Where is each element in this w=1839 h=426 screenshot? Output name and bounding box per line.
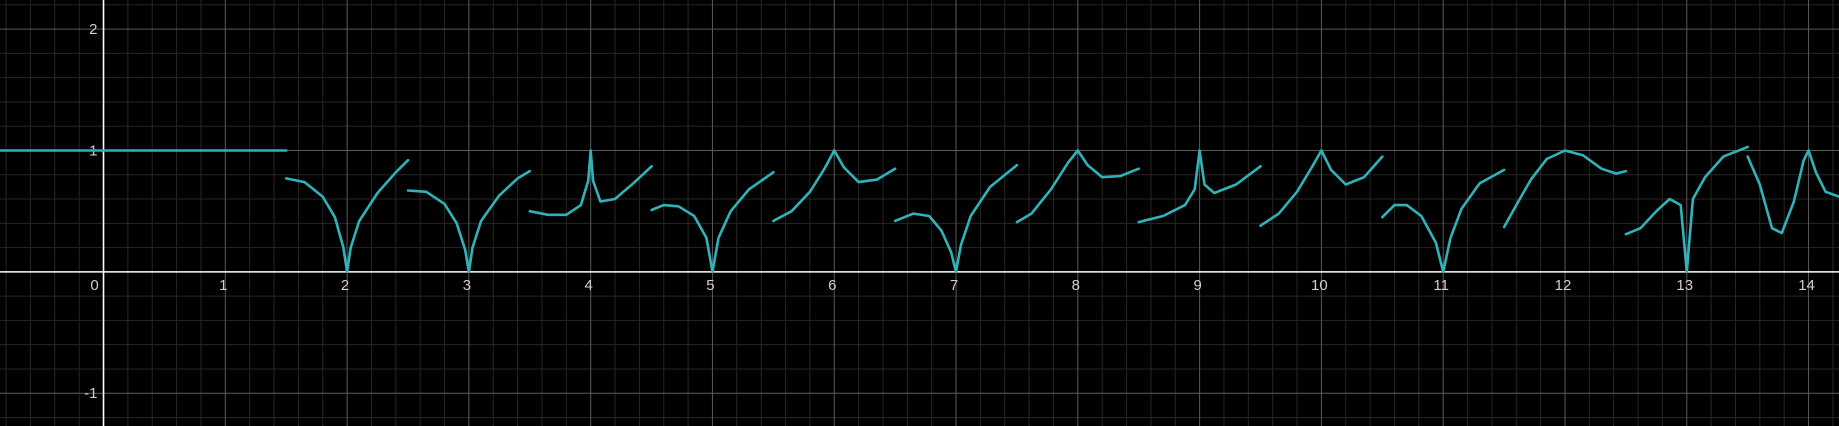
curve-segment xyxy=(1502,149,1628,229)
x-tick-label: 4 xyxy=(585,277,593,294)
curve-segment xyxy=(528,149,653,217)
curve-segment xyxy=(1624,145,1749,274)
curve-segment xyxy=(1259,149,1384,227)
curve-segment xyxy=(1381,168,1506,274)
x-tick-label: 0 xyxy=(90,277,98,294)
plotted-curve xyxy=(0,145,1839,274)
x-tick-label: 3 xyxy=(463,277,471,294)
curve-segment xyxy=(650,171,775,274)
x-tick-label: 11 xyxy=(1433,277,1449,294)
x-tick-label: 6 xyxy=(828,277,836,294)
curve-segment xyxy=(1015,149,1140,224)
x-tick-label: 9 xyxy=(1193,277,1201,294)
curve-segment xyxy=(1746,149,1839,235)
x-tick-label: 1 xyxy=(219,277,227,294)
x-axis-tick-labels: 0 1 2 3 4 5 6 7 8 9 10 11 12 13 14 xyxy=(90,277,1815,294)
x-tick-label: 7 xyxy=(950,277,958,294)
curve-segment xyxy=(893,163,1019,274)
x-tick-label: 8 xyxy=(1072,277,1080,294)
x-tick-label: 5 xyxy=(706,277,714,294)
x-tick-label: 12 xyxy=(1555,277,1572,294)
y-tick-label: -1 xyxy=(84,385,97,402)
curve-segment xyxy=(772,149,897,223)
x-tick-label: 14 xyxy=(1798,277,1815,294)
x-tick-label: 10 xyxy=(1311,277,1328,294)
y-tick-label: 2 xyxy=(89,21,97,38)
curve-segment xyxy=(1137,149,1262,224)
x-tick-label: 13 xyxy=(1676,277,1693,294)
curve-segment xyxy=(284,158,410,274)
curve-segment xyxy=(406,169,532,274)
x-tick-label: 2 xyxy=(341,277,349,294)
